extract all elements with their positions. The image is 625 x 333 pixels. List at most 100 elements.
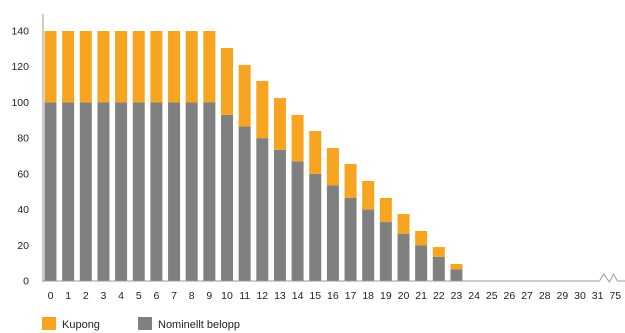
bar-segment-nominellt-belopp [432, 256, 445, 281]
y-tick-label: 100 [11, 97, 29, 109]
x-tick-label: 3 [101, 290, 107, 302]
bar-segment-nominellt-belopp [362, 209, 375, 281]
y-tick-label: 140 [11, 26, 29, 38]
bar-segment-nominellt-belopp [450, 269, 463, 281]
bar-segment-nominellt-belopp [379, 222, 392, 281]
x-tick-label: 18 [362, 290, 374, 302]
x-tick-labels: 0 1 2 3 4 5 6 7 8 9 10 11 12 13 14 15 16 17 18 19 20 21 22 23 24… [48, 290, 622, 302]
bar-segment-kupong [238, 64, 251, 127]
x-tick-label: 7 [171, 290, 177, 302]
bar-segment-nominellt-belopp [309, 173, 322, 281]
bar-segment-nominellt-belopp [326, 185, 339, 281]
legend: Kupong Nominellt belopp [42, 317, 240, 331]
x-tick-label: 16 [327, 290, 339, 302]
x-tick-label: 26 [504, 290, 516, 302]
bar-segment-kupong [450, 264, 463, 270]
bar-segment-nominellt-belopp [150, 102, 163, 281]
bar-segment-nominellt-belopp [344, 197, 357, 281]
bar-segment-nominellt-belopp [203, 102, 216, 281]
bar-segment-nominellt-belopp [168, 102, 181, 281]
x-tick-label: 75 [609, 290, 621, 302]
bar-segment-nominellt-belopp [97, 102, 110, 281]
bar-segment-nominellt-belopp [273, 149, 286, 281]
y-tick-label: 40 [17, 204, 29, 216]
x-tick-label: 31 [592, 290, 604, 302]
bar-segment-nominellt-belopp [62, 102, 75, 281]
bar-segment-kupong [379, 197, 392, 223]
bar-segment-kupong [221, 47, 233, 115]
bar-segment-kupong [256, 81, 269, 139]
y-tick-label: 80 [17, 133, 29, 145]
bar-segment-nominellt-belopp [79, 102, 92, 281]
x-tick-label: 0 [48, 290, 54, 302]
bar-segment-kupong [79, 31, 92, 103]
x-tick-label: 22 [433, 290, 445, 302]
axis-break-mark [599, 272, 618, 283]
bar-segment-nominellt-belopp [44, 102, 57, 281]
bar-segment-kupong [203, 31, 216, 103]
bar-segment-nominellt-belopp [132, 102, 145, 281]
bar-segment-kupong [44, 31, 57, 103]
x-tick-label: 5 [136, 290, 142, 302]
legend-swatch [42, 317, 56, 330]
bar-segment-nominellt-belopp [238, 126, 251, 282]
bar-segment-kupong [273, 97, 286, 150]
x-tick-label: 15 [309, 290, 321, 302]
bars-group [44, 31, 463, 282]
x-tick-label: 19 [380, 290, 392, 302]
axes-group [42, 14, 625, 283]
x-tick-label: 12 [256, 290, 268, 302]
bar-segment-kupong [326, 147, 339, 186]
bar-segment-kupong [415, 231, 428, 246]
y-tick-label: 120 [11, 61, 29, 73]
bar-segment-nominellt-belopp [415, 245, 428, 281]
bar-segment-nominellt-belopp [115, 102, 128, 281]
x-tick-label: 28 [539, 290, 551, 302]
legend-swatch [138, 317, 152, 330]
y-tick-labels: 0 20 40 60 80 100 120 140 [11, 26, 29, 288]
x-tick-label: 17 [345, 290, 357, 302]
x-tick-label: 29 [557, 290, 569, 302]
x-tick-label: 9 [206, 290, 212, 302]
bar-segment-nominellt-belopp [291, 161, 304, 281]
bar-segment-nominellt-belopp [221, 114, 233, 281]
x-tick-label: 10 [221, 290, 233, 302]
x-tick-label: 30 [574, 290, 586, 302]
bar-segment-kupong [291, 114, 304, 162]
bar-segment-kupong [150, 31, 163, 103]
x-tick-label: 11 [239, 290, 250, 302]
y-tick-label: 60 [17, 168, 29, 180]
bar-segment-kupong [309, 131, 322, 174]
bar-segment-nominellt-belopp [397, 233, 410, 281]
x-tick-label: 23 [451, 290, 463, 302]
bar-segment-kupong [97, 31, 110, 103]
x-tick-label: 21 [415, 290, 427, 302]
x-tick-label: 13 [274, 290, 286, 302]
legend-label: Kupong [62, 319, 100, 331]
x-tick-label: 25 [486, 290, 498, 302]
bar-segment-kupong [344, 164, 357, 198]
bar-segment-kupong [397, 214, 410, 234]
x-tick-label: 4 [118, 290, 124, 302]
bar-segment-kupong [432, 247, 445, 257]
x-tick-label: 27 [521, 290, 533, 302]
legend-label: Nominellt belopp [158, 319, 240, 331]
x-tick-label: 6 [153, 290, 159, 302]
bar-segment-kupong [132, 31, 145, 103]
bar-segment-kupong [62, 31, 75, 103]
bar-segment-nominellt-belopp [185, 102, 198, 281]
x-tick-label: 1 [65, 290, 71, 302]
x-tick-label: 20 [398, 290, 410, 302]
bar-segment-kupong [185, 31, 198, 103]
y-tick-label: 20 [17, 240, 29, 252]
bar-segment-kupong [362, 181, 375, 210]
y-tick-label: 0 [23, 276, 29, 288]
x-tick-label: 14 [292, 290, 304, 302]
bar-segment-nominellt-belopp [256, 138, 269, 281]
x-tick-label: 8 [189, 290, 195, 302]
x-tick-label: 24 [468, 290, 480, 302]
bar-segment-kupong [168, 31, 181, 103]
x-tick-label: 2 [83, 290, 89, 302]
bar-segment-kupong [115, 31, 128, 103]
